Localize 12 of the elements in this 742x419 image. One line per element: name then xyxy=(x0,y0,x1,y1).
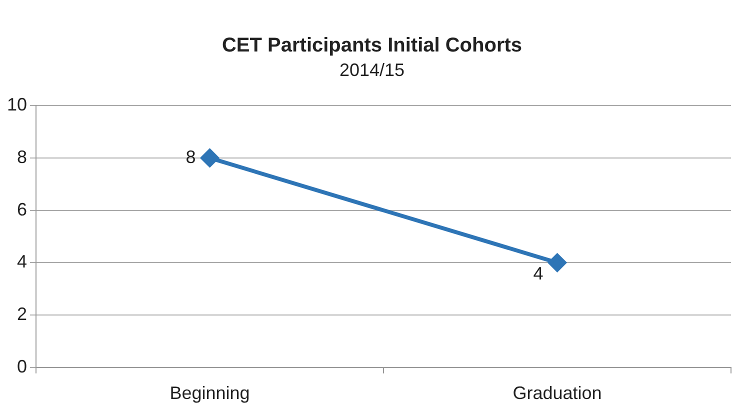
y-tick-label: 2 xyxy=(17,304,28,324)
y-tick-label: 10 xyxy=(6,94,28,115)
chart-title: CET Participants Initial Cohorts xyxy=(222,34,522,57)
y-tick-label: 4 xyxy=(17,252,28,272)
x-tick-label: Beginning xyxy=(170,383,250,404)
data-label: 4 xyxy=(533,264,544,284)
y-tick-label: 0 xyxy=(17,356,28,376)
chart-subtitle: 2014/15 xyxy=(339,60,405,80)
y-tick-label: 6 xyxy=(17,199,28,220)
data-label: 8 xyxy=(186,146,196,167)
y-tick-label: 8 xyxy=(17,146,28,167)
x-tick-label: Graduation xyxy=(512,383,602,404)
